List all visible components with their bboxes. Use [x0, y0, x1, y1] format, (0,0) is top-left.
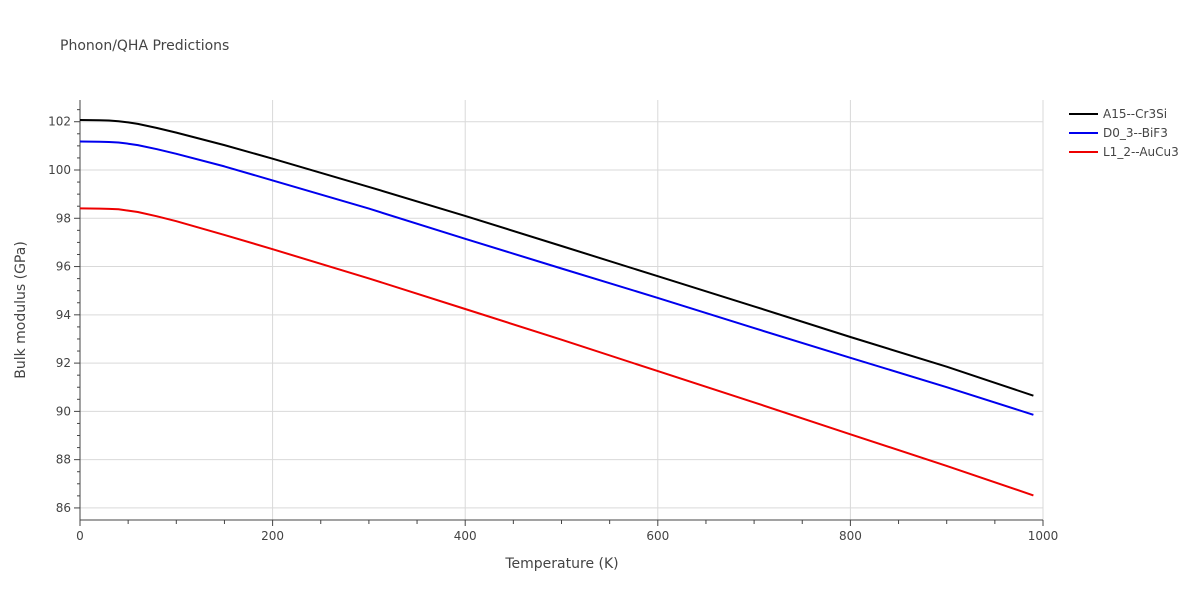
y-axis-title: Bulk modulus (GPa) [13, 241, 29, 379]
x-tick-label: 600 [646, 529, 669, 543]
legend-label: A15--Cr3Si [1103, 107, 1167, 121]
series-line-1 [79, 119, 1034, 397]
x-tick-label: 400 [454, 529, 477, 543]
grid [80, 100, 1044, 520]
y-tick-label: 94 [56, 308, 71, 322]
y-tick-label: 102 [48, 115, 71, 129]
y-tick-label: 88 [56, 453, 71, 467]
x-tick-label: 1000 [1028, 529, 1059, 543]
x-tick-label: 800 [839, 529, 862, 543]
y-tick-label: 100 [48, 163, 71, 177]
chart-title: Phonon/QHA Predictions [60, 38, 229, 54]
legend-item-3[interactable]: L1_2--AuCu3 [1069, 145, 1179, 159]
legend-item-2[interactable]: D0_3--BiF3 [1069, 126, 1168, 140]
y-tick-label: 92 [56, 356, 71, 370]
legend-label: L1_2--AuCu3 [1103, 145, 1179, 159]
tick-labels: 0 200 400 600 800 1000 86 88 90 92 94 96 98 100 102 [48, 115, 1058, 543]
y-tick-label: 90 [56, 404, 71, 418]
x-axis-title: Temperature (K) [504, 556, 618, 572]
series-lines [79, 119, 1034, 497]
series-line-2 [79, 140, 1034, 416]
legend-item-1[interactable]: A15--Cr3Si [1069, 107, 1167, 121]
y-tick-label: 98 [56, 211, 71, 225]
legend-label: D0_3--BiF3 [1103, 126, 1168, 140]
x-tick-label: 0 [76, 529, 84, 543]
y-tick-label: 86 [56, 501, 71, 515]
axes [74, 100, 1044, 526]
x-tick-label: 200 [261, 529, 284, 543]
y-tick-label: 96 [56, 260, 71, 274]
series-line-3 [79, 207, 1034, 497]
legend[interactable]: A15--Cr3Si D0_3--BiF3 L1_2--AuCu3 [1069, 107, 1179, 159]
